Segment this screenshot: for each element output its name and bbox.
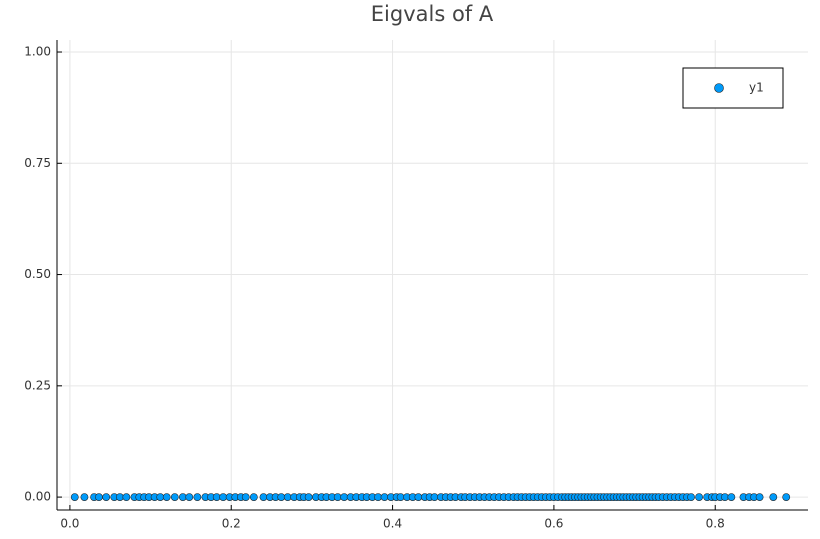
- x-tick-label: 0.8: [706, 517, 725, 531]
- point: [396, 493, 405, 501]
- point: [414, 493, 423, 501]
- x-tick-label: 0.6: [544, 517, 563, 531]
- point: [380, 493, 389, 501]
- y-tick-label: 0.75: [24, 156, 51, 170]
- point: [170, 493, 179, 501]
- point: [212, 493, 221, 501]
- point: [102, 493, 111, 501]
- point: [259, 493, 268, 501]
- x-tick-label: 0.0: [60, 517, 79, 531]
- legend-label: y1: [749, 81, 764, 95]
- point: [695, 493, 704, 501]
- point: [755, 493, 764, 501]
- x-tick-label: 0.4: [383, 517, 402, 531]
- point: [70, 493, 79, 501]
- point: [193, 493, 202, 501]
- point: [162, 493, 171, 501]
- y-tick-label: 0.50: [24, 267, 51, 281]
- chart-title: Eigvals of A: [371, 2, 494, 26]
- point: [727, 493, 736, 501]
- legend-box: [682, 67, 784, 109]
- point: [374, 493, 382, 501]
- point: [283, 493, 292, 501]
- point: [80, 493, 89, 501]
- point: [122, 493, 131, 501]
- point: [116, 493, 124, 501]
- point: [277, 493, 286, 501]
- point: [340, 493, 349, 501]
- point: [687, 493, 695, 501]
- point: [219, 493, 228, 501]
- point: [769, 493, 778, 501]
- point: [782, 493, 791, 501]
- y-tick-label: 0.25: [24, 378, 51, 392]
- point: [333, 493, 342, 501]
- point: [249, 493, 258, 501]
- point: [178, 493, 187, 501]
- point: [185, 493, 194, 501]
- point: [241, 493, 250, 501]
- legend: y1: [682, 67, 784, 109]
- point: [95, 493, 103, 501]
- y-tick-label: 1.00: [24, 45, 51, 59]
- point: [430, 493, 439, 501]
- point: [721, 493, 729, 501]
- x-tick-label: 0.2: [222, 517, 241, 531]
- y-tick-label: 0.00: [24, 490, 51, 504]
- legend-marker: [714, 83, 724, 93]
- point: [156, 493, 165, 501]
- point: [304, 493, 313, 501]
